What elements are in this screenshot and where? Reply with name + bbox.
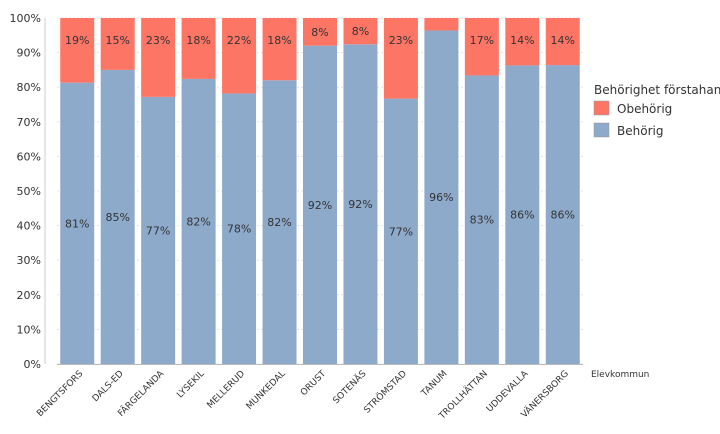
bar-segment-obehorig xyxy=(383,18,418,99)
data-label: 14% xyxy=(510,34,534,47)
bar-segment-behorig xyxy=(464,75,499,364)
bar-segment-behorig xyxy=(424,30,459,365)
x-tick-label: ORUST xyxy=(299,369,328,398)
data-label: 96% xyxy=(429,191,453,204)
x-tick-label: SOTENÄS xyxy=(331,368,369,406)
data-label: 92% xyxy=(308,199,332,212)
y-tick-label: 60% xyxy=(17,150,41,163)
x-tick-label: BENGTSFORS xyxy=(35,369,85,419)
bar-segment-obehorig xyxy=(464,18,499,76)
data-label: 19% xyxy=(65,34,89,47)
data-label: 22% xyxy=(227,34,251,47)
y-tick-label: 100% xyxy=(10,12,41,25)
bar-segment-obehorig xyxy=(100,18,135,70)
bar-segment-behorig xyxy=(141,96,176,364)
data-label: 78% xyxy=(227,223,251,236)
bar-segment-behorig xyxy=(181,78,216,364)
y-tick-label: 80% xyxy=(17,81,41,94)
bar-segment-obehorig xyxy=(303,18,337,46)
legend-swatch-behorig xyxy=(593,122,610,138)
data-label: 8% xyxy=(352,25,369,38)
data-label: 92% xyxy=(348,198,372,211)
legend-label-obehorig: Obehörig xyxy=(617,102,672,116)
data-label: 86% xyxy=(510,209,534,222)
bar-segment-obehorig xyxy=(424,18,459,31)
data-label: 23% xyxy=(146,34,170,47)
bar-segment-behorig xyxy=(505,65,540,364)
x-axis-title: Elevkommun xyxy=(591,370,649,380)
y-tick-label: 10% xyxy=(17,323,41,336)
bar-segment-behorig xyxy=(545,65,580,364)
legend-label-behorig: Behörig xyxy=(617,124,663,138)
x-tick-label: TANUM xyxy=(419,369,449,399)
data-label: 77% xyxy=(146,224,170,237)
bar-segment-behorig xyxy=(222,93,257,364)
data-label: 17% xyxy=(470,34,494,47)
y-tick-label: 40% xyxy=(17,220,41,233)
bar-segment-obehorig xyxy=(222,18,257,94)
y-axis: 0% 10% 20% 30% 40% 50% 60% 70% 80% 90% 100% xyxy=(10,12,583,371)
bar-segment-behorig xyxy=(383,98,418,365)
y-tick-label: 90% xyxy=(17,47,41,60)
bar-segment-obehorig xyxy=(181,18,216,79)
y-tick-label: 70% xyxy=(17,116,41,129)
x-tick-label: MUNKEDAL xyxy=(245,369,288,412)
bar-segment-obehorig xyxy=(545,18,580,66)
legend-swatch-obehorig xyxy=(593,100,610,116)
bar-segment-obehorig xyxy=(505,18,540,66)
bar-segment-obehorig xyxy=(141,18,176,97)
bar-segment-behorig xyxy=(100,69,135,365)
data-label: 85% xyxy=(105,211,129,224)
data-labels-layer: 81% 19% 85% 15% 77% 23% 82% 18% 78% 22% 82% 18% 92% 8… xyxy=(65,25,575,238)
bar-segment-behorig xyxy=(60,82,95,365)
data-label: 86% xyxy=(551,209,575,222)
x-tick-label: STRÖMSTAD xyxy=(362,368,409,415)
data-label: 82% xyxy=(267,216,291,229)
x-tick-label: DALS-ED xyxy=(91,369,126,404)
x-tick-label: LYSEKIL xyxy=(175,369,206,400)
y-tick-label: 0% xyxy=(24,358,41,371)
bar-segment-behorig xyxy=(303,45,337,365)
data-label: 82% xyxy=(186,215,210,228)
data-label: 77% xyxy=(389,225,413,238)
bar-segment-behorig xyxy=(262,80,297,364)
y-tick-label: 50% xyxy=(17,185,41,198)
legend-title: Behörighet förstahandsval xyxy=(594,83,720,97)
y-tick-label: 20% xyxy=(17,289,41,302)
legend: Behörighet förstahandsval Obehörig Behör… xyxy=(593,83,720,138)
bar-segment-behorig xyxy=(343,44,378,365)
bar-segment-obehorig xyxy=(262,18,297,81)
data-label: 18% xyxy=(267,34,291,47)
bar-segment-obehorig xyxy=(60,18,95,83)
data-label: 8% xyxy=(311,26,328,39)
y-tick-label: 30% xyxy=(17,254,41,267)
data-label: 15% xyxy=(105,34,129,47)
data-label: 83% xyxy=(470,214,494,227)
bars-layer xyxy=(60,18,580,365)
data-label: 81% xyxy=(65,217,89,230)
data-label: 23% xyxy=(389,34,413,47)
x-tick-label: MELLERUD xyxy=(206,369,248,411)
bar-segment-obehorig xyxy=(343,18,378,45)
data-label: 14% xyxy=(551,34,575,47)
data-label: 18% xyxy=(186,34,210,47)
